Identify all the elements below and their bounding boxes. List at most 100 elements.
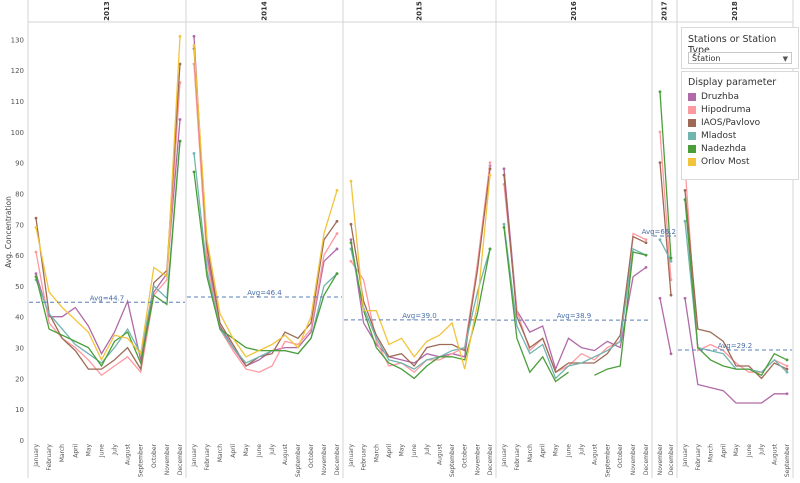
series-point xyxy=(644,238,648,242)
legend-label: IAOS/Pavlovo xyxy=(701,117,761,128)
x-tick-label: January xyxy=(501,444,508,468)
panel-year-header: 2013 xyxy=(103,1,111,21)
series-point xyxy=(502,167,506,171)
x-tick-label: July xyxy=(759,444,766,456)
x-tick-label: February xyxy=(514,444,521,471)
legend-item[interactable]: Mladost xyxy=(688,129,736,142)
series-line-nadezhda xyxy=(684,199,788,377)
series-point xyxy=(502,225,506,229)
series-point xyxy=(192,170,196,174)
y-tick-label: 20 xyxy=(15,375,24,383)
series-point xyxy=(669,293,673,297)
series-point xyxy=(658,296,662,300)
x-tick-label: December xyxy=(643,443,650,475)
series-point xyxy=(644,241,648,245)
series-line-orlov-most xyxy=(350,174,491,370)
y-axis-label: Avg. Concentration xyxy=(4,196,13,268)
series-point xyxy=(785,367,789,371)
x-tick-label: May xyxy=(85,444,92,457)
y-tick-label: 110 xyxy=(11,98,24,106)
x-tick-label: September xyxy=(449,443,456,477)
legend-item[interactable]: Orlov Most xyxy=(688,155,749,168)
series-point xyxy=(644,266,648,269)
x-tick-label: December xyxy=(668,443,675,475)
station-type-dropdown[interactable]: Station ▼ xyxy=(688,52,792,64)
y-tick-label: 90 xyxy=(15,160,24,168)
series-point xyxy=(669,256,673,260)
x-tick-label: April xyxy=(230,444,237,458)
x-tick-label: May xyxy=(733,444,740,457)
series-point xyxy=(34,272,38,275)
x-tick-label: October xyxy=(462,443,469,468)
y-tick-label: 50 xyxy=(15,283,24,291)
series-point xyxy=(658,238,662,242)
series-point xyxy=(34,216,38,220)
series-line-nadezhda xyxy=(193,171,338,355)
chevron-down-icon[interactable]: ▼ xyxy=(782,55,788,63)
average-label: Avg=66.2 xyxy=(642,228,676,236)
series-point xyxy=(683,198,687,202)
series-line-druzhba xyxy=(659,298,672,354)
legend-swatch xyxy=(688,118,696,127)
legend-swatch xyxy=(688,105,696,114)
y-tick-label: 100 xyxy=(11,129,24,137)
x-tick-label: June xyxy=(411,444,418,458)
x-tick-label: April xyxy=(72,444,79,458)
x-tick-label: June xyxy=(566,444,573,458)
legend-label: Mladost xyxy=(701,130,737,141)
series-line-hipodruma xyxy=(659,131,672,280)
series-point xyxy=(785,358,789,362)
x-tick-label: February xyxy=(695,444,702,471)
series-line-nadezhda xyxy=(35,141,181,368)
legend-item[interactable]: Hipodruma xyxy=(688,103,751,116)
y-tick-label: 120 xyxy=(11,67,24,75)
x-tick-label: December xyxy=(334,443,341,475)
x-tick-label: October xyxy=(308,443,315,468)
legend-swatch xyxy=(688,144,696,153)
x-tick-label: August xyxy=(591,443,598,465)
average-label: Avg=39.0 xyxy=(402,312,436,320)
x-tick-label: February xyxy=(361,444,368,471)
x-tick-label: July xyxy=(424,444,431,456)
series-point xyxy=(658,130,662,134)
station-filter-title: Stations or Station Type xyxy=(688,34,777,56)
legend-item[interactable]: Druzhba xyxy=(688,90,739,103)
series-line-nadezhda xyxy=(659,91,672,259)
legend-label: Orlov Most xyxy=(701,156,750,167)
x-tick-label: November xyxy=(630,443,637,475)
x-tick-label: January xyxy=(191,444,198,468)
series-point xyxy=(335,219,339,223)
x-tick-label: April xyxy=(720,444,727,458)
series-line-iaos-pavlovo xyxy=(659,162,672,296)
y-tick-label: 80 xyxy=(15,190,24,198)
series-point xyxy=(34,225,38,229)
x-tick-label: October xyxy=(617,443,624,468)
x-tick-label: November xyxy=(321,443,328,475)
legend-item[interactable]: IAOS/Pavlovo xyxy=(688,116,760,129)
series-point xyxy=(488,173,492,177)
series-point xyxy=(178,118,182,121)
legend-title: Display parameter xyxy=(688,77,777,88)
x-tick-label: December xyxy=(487,443,494,475)
x-tick-label: November xyxy=(164,443,171,475)
series-line-mladost xyxy=(503,224,647,380)
series-point xyxy=(683,296,687,300)
series-line-mladost xyxy=(350,248,491,370)
x-tick-label: March xyxy=(373,444,380,462)
series-point xyxy=(644,253,648,257)
average-label: Avg=29.2 xyxy=(718,342,752,350)
station-filter: Stations or Station Type Station ▼ xyxy=(681,27,799,69)
x-tick-label: March xyxy=(59,444,66,462)
average-label: Avg=46.4 xyxy=(247,289,282,297)
panel-year-header: 2015 xyxy=(416,1,424,21)
series-point xyxy=(658,161,662,165)
series-line-orlov-most xyxy=(193,45,338,358)
legend-label: Hipodruma xyxy=(701,104,751,115)
legend-item[interactable]: Nadezhda xyxy=(688,142,746,155)
legend-swatch xyxy=(688,157,696,166)
x-tick-label: January xyxy=(682,444,689,468)
x-tick-label: May xyxy=(553,444,560,457)
series-line-druzhba xyxy=(684,298,787,404)
series-point xyxy=(349,238,353,242)
series-line-hipodruma xyxy=(193,64,338,373)
